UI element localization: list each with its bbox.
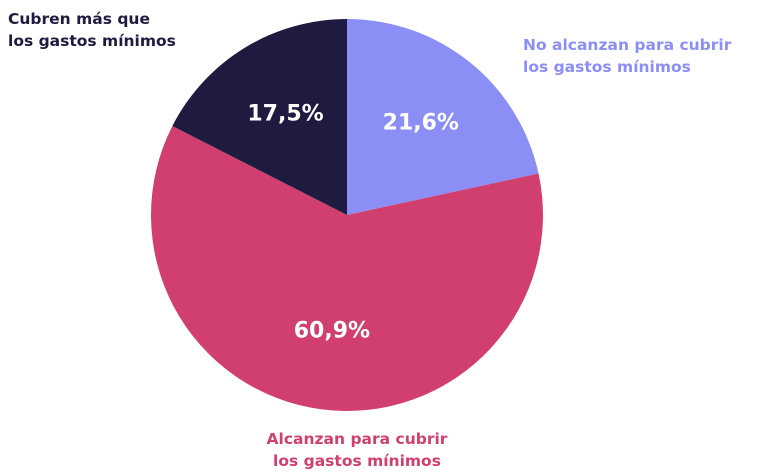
pie-slice [150, 126, 544, 412]
slice-value-label: 21,6% [383, 110, 459, 135]
slice-value-label: 60,9% [294, 319, 370, 344]
category-label: Cubren más que los gastos mínimos [8, 10, 176, 50]
pie-slice [172, 19, 347, 215]
category-label: No alcanzan para cubrir los gastos mínim… [523, 36, 732, 76]
category-label: Alcanzan para cubrir los gastos mínimos [266, 430, 448, 470]
pie-slice [347, 19, 539, 215]
slice-value-label: 17,5% [247, 102, 323, 127]
